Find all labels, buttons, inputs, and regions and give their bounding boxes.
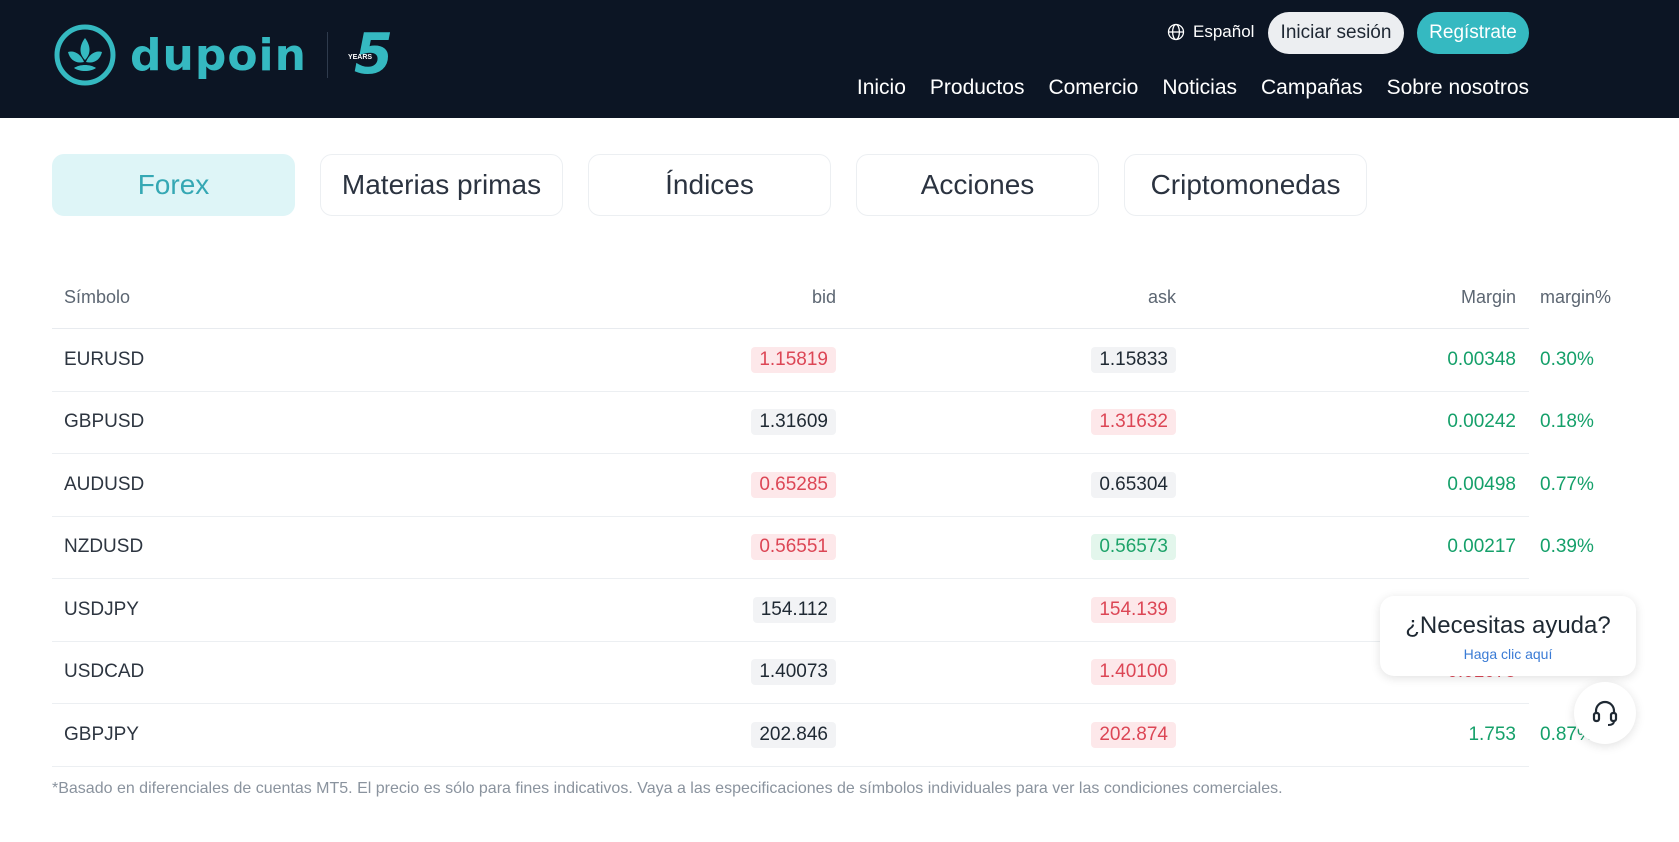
logo-divider xyxy=(326,32,328,78)
support-chat-button[interactable] xyxy=(1574,682,1636,744)
margin: 1.753 xyxy=(1468,723,1516,745)
ask-cell: 1.15833 xyxy=(848,346,1188,373)
bid-cell: 202.846 xyxy=(508,721,848,748)
nav-item-inicio[interactable]: Inicio xyxy=(856,76,906,99)
ask-value: 154.139 xyxy=(1091,596,1176,623)
symbol: EURUSD xyxy=(64,348,145,370)
bid-cell: 1.40073 xyxy=(508,659,848,686)
headset-icon xyxy=(1592,700,1618,726)
bid-cell: 0.56551 xyxy=(508,534,848,561)
table-row[interactable]: NZDUSD 0.56551 0.56573 0.00217 0.39% xyxy=(52,517,1594,579)
register-button[interactable]: Regístrate xyxy=(1417,12,1529,54)
globe-icon xyxy=(1167,23,1185,41)
tab-acciones[interactable]: Acciones xyxy=(856,154,1099,216)
ask-value: 202.874 xyxy=(1091,721,1176,748)
table-row[interactable]: GBPJPY 202.846 202.874 1.753 0.87% xyxy=(52,704,1594,767)
table-body: EURUSD 1.15819 1.15833 0.00348 0.30% GBPUSD 1.… xyxy=(52,329,1594,767)
logo-flower-icon xyxy=(54,24,116,86)
nav-item-campanas[interactable]: Campañas xyxy=(1261,76,1363,99)
language-selector[interactable]: Español xyxy=(1167,22,1254,42)
nav-item-sobre-nosotros[interactable]: Sobre nosotros xyxy=(1386,76,1529,99)
anniversary-number: 5 xyxy=(353,22,393,87)
bid-cell: 1.31609 xyxy=(508,409,848,436)
bid-value: 1.40073 xyxy=(751,659,836,686)
help-popup[interactable]: ¿Necesitas ayuda? Haga clic aquí xyxy=(1380,596,1636,676)
header-margin: Margin xyxy=(1460,286,1516,307)
ask-value: 0.56573 xyxy=(1091,534,1176,561)
ask-value: 1.15833 xyxy=(1091,346,1176,373)
anniversary-label: YEARS xyxy=(347,54,373,61)
margin-pct: 0.77% xyxy=(1540,473,1594,495)
table-row[interactable]: EURUSD 1.15819 1.15833 0.00348 0.30% xyxy=(52,329,1594,392)
margin: 0.00217 xyxy=(1447,536,1516,558)
symbol: GBPJPY xyxy=(64,723,139,745)
margin-pct: 0.18% xyxy=(1540,411,1594,433)
nav-item-productos[interactable]: Productos xyxy=(929,76,1025,99)
help-link[interactable]: Haga clic aquí xyxy=(1463,646,1553,662)
margin: 0.00348 xyxy=(1447,348,1516,370)
margin: 0.00242 xyxy=(1447,411,1516,433)
header-bid: bid xyxy=(811,286,836,307)
symbol: AUDUSD xyxy=(64,473,145,495)
ask-value: 0.65304 xyxy=(1091,471,1176,498)
symbol: USDJPY xyxy=(64,598,139,620)
margin-pct: 0.39% xyxy=(1540,536,1594,558)
footnote: *Basado en diferenciales de cuentas MT5.… xyxy=(52,780,1283,797)
anniversary-badge: 5 YEARS xyxy=(347,22,394,87)
symbol: GBPUSD xyxy=(64,411,145,433)
brand-name: dupoin xyxy=(130,29,307,81)
ask-cell: 1.40100 xyxy=(848,659,1188,686)
symbol: USDCAD xyxy=(64,661,145,683)
site-header: dupoin 5 YEARS Español Iniciar sesión Re… xyxy=(0,0,1679,118)
margin-pct: 0.30% xyxy=(1540,348,1594,370)
bid-cell: 154.112 xyxy=(508,596,848,623)
header-symbol: Símbolo xyxy=(64,286,131,307)
table-row[interactable]: GBPUSD 1.31609 1.31632 0.00242 0.18% xyxy=(52,392,1594,454)
ask-cell: 202.874 xyxy=(848,721,1188,748)
tab-criptomonedas[interactable]: Criptomonedas xyxy=(1124,154,1367,216)
bid-cell: 1.15819 xyxy=(508,346,848,373)
tab-forex[interactable]: Forex xyxy=(52,154,295,216)
tab-indices[interactable]: Índices xyxy=(588,154,831,216)
brand-logo[interactable]: dupoin 5 YEARS xyxy=(52,22,394,88)
ask-value: 1.31632 xyxy=(1091,409,1176,436)
tab-materias-primas[interactable]: Materias primas xyxy=(320,154,563,216)
help-title: ¿Necesitas ayuda? xyxy=(1405,612,1611,639)
ask-cell: 0.65304 xyxy=(848,471,1188,498)
bid-value: 0.65285 xyxy=(751,471,836,498)
ask-cell: 154.139 xyxy=(848,596,1188,623)
ask-cell: 1.31632 xyxy=(848,409,1188,436)
nav-item-noticias[interactable]: Noticias xyxy=(1162,76,1238,99)
ask-value: 1.40100 xyxy=(1091,659,1176,686)
login-button[interactable]: Iniciar sesión xyxy=(1268,12,1404,54)
header-margin-pct: margin% xyxy=(1540,286,1612,307)
nav-item-comercio[interactable]: Comercio xyxy=(1048,76,1139,99)
language-label: Español xyxy=(1193,22,1255,41)
bid-value: 0.56551 xyxy=(751,534,836,561)
bid-cell: 0.65285 xyxy=(508,471,848,498)
bid-value: 1.15819 xyxy=(751,346,836,373)
market-tabs: Forex Materias primas Índices Acciones C… xyxy=(52,154,1367,216)
quotes-table: Símbolo bid ask Margin margin% EURUSD 1.1… xyxy=(52,266,1611,767)
margin: 0.00498 xyxy=(1447,473,1516,495)
bid-value: 154.112 xyxy=(752,596,836,623)
header-ask: ask xyxy=(1147,286,1176,307)
bid-value: 202.846 xyxy=(751,721,836,748)
table-row[interactable]: AUDUSD 0.65285 0.65304 0.00498 0.77% xyxy=(52,454,1594,517)
table-header: Símbolo bid ask Margin margin% xyxy=(52,266,1611,329)
main-nav: Inicio Productos Comercio Noticias Campa… xyxy=(857,76,1529,100)
ask-cell: 0.56573 xyxy=(848,534,1188,561)
bid-value: 1.31609 xyxy=(751,409,836,436)
symbol: NZDUSD xyxy=(64,536,144,558)
